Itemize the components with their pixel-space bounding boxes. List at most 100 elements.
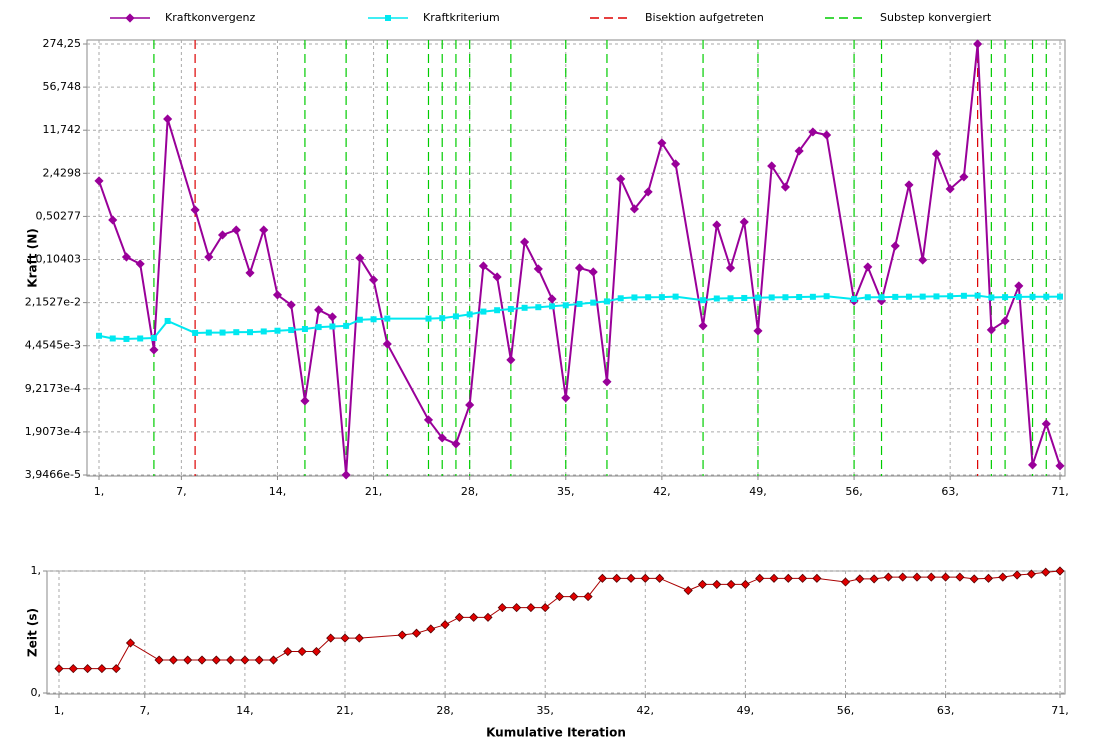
data-marker xyxy=(809,293,816,300)
y-tick-label: 9,2173e-4 xyxy=(25,382,81,395)
data-marker xyxy=(726,579,736,589)
data-marker xyxy=(798,573,808,583)
y-tick-label: 11,742 xyxy=(43,123,82,136)
data-marker xyxy=(945,184,955,194)
data-marker xyxy=(554,592,565,602)
data-marker xyxy=(283,646,293,657)
data-marker xyxy=(697,579,708,589)
data-marker xyxy=(315,324,322,331)
data-marker xyxy=(657,138,667,148)
y-axis-label: Zeit (s) xyxy=(26,608,40,657)
data-marker xyxy=(204,252,214,262)
data-marker xyxy=(183,655,193,665)
data-marker xyxy=(590,299,597,306)
data-marker xyxy=(452,313,459,320)
data-marker xyxy=(808,127,818,137)
data-marker xyxy=(959,172,969,182)
y-tick-label: 0,50277 xyxy=(36,209,82,222)
data-marker xyxy=(851,296,858,303)
data-marker xyxy=(521,304,528,311)
y-tick-label: 2,4298 xyxy=(43,166,82,179)
data-marker xyxy=(683,585,693,596)
data-marker xyxy=(123,335,130,342)
data-marker xyxy=(643,187,653,197)
data-marker xyxy=(247,329,254,336)
data-marker xyxy=(423,415,434,425)
x-tick-label: 42, xyxy=(637,704,655,717)
data-marker xyxy=(506,355,516,365)
data-marker xyxy=(154,655,164,665)
data-marker xyxy=(451,439,461,449)
data-marker xyxy=(311,646,321,657)
data-marker xyxy=(767,161,777,171)
data-marker xyxy=(478,261,488,271)
data-marker xyxy=(823,293,830,300)
data-marker xyxy=(597,573,607,583)
data-marker xyxy=(547,294,557,304)
data-marker xyxy=(631,294,638,301)
legend-label: Kraftkriterium xyxy=(423,11,500,24)
data-marker xyxy=(369,275,379,285)
data-marker xyxy=(480,308,487,315)
x-tick-label: 71, xyxy=(1051,485,1069,498)
data-marker xyxy=(288,327,295,334)
x-tick-label: 35, xyxy=(557,485,575,498)
x-tick-label: 35, xyxy=(536,704,554,717)
data-marker xyxy=(512,603,522,613)
x-tick-label: 1, xyxy=(54,704,65,717)
data-marker xyxy=(855,574,865,584)
data-marker xyxy=(260,328,267,335)
data-marker xyxy=(794,146,804,156)
data-marker xyxy=(108,215,118,225)
data-marker xyxy=(259,225,269,235)
data-marker xyxy=(286,300,296,310)
data-marker xyxy=(741,294,748,301)
data-marker xyxy=(712,579,722,589)
data-marker xyxy=(217,230,228,240)
data-marker xyxy=(268,655,279,665)
data-marker xyxy=(918,255,928,265)
data-marker xyxy=(164,317,171,324)
x-tick-label: 28, xyxy=(461,485,479,498)
data-marker xyxy=(411,628,422,638)
data-marker xyxy=(1043,293,1050,300)
data-marker xyxy=(941,572,951,582)
data-marker xyxy=(988,294,995,301)
y-axis-label: Kraft (N) xyxy=(26,228,40,287)
data-marker xyxy=(245,268,255,278)
y-tick-label: 56,748 xyxy=(43,80,82,93)
data-marker xyxy=(562,302,569,309)
data-marker xyxy=(700,297,707,304)
data-marker xyxy=(602,377,612,387)
x-tick-label: 7, xyxy=(140,704,151,717)
data-marker xyxy=(974,292,981,299)
data-marker xyxy=(588,267,598,277)
data-marker xyxy=(1041,419,1051,429)
data-marker xyxy=(370,316,377,323)
data-marker xyxy=(933,293,940,300)
data-marker xyxy=(898,572,908,582)
legend-label: Substep konvergiert xyxy=(880,11,992,24)
data-marker xyxy=(1002,294,1009,301)
data-marker xyxy=(465,400,475,410)
data-marker xyxy=(919,293,926,300)
data-marker xyxy=(211,655,221,665)
data-marker xyxy=(168,655,178,665)
data-marker xyxy=(240,655,250,665)
data-marker xyxy=(384,315,391,322)
data-marker xyxy=(629,204,639,214)
data-marker xyxy=(986,325,996,335)
data-marker xyxy=(326,633,336,643)
x-tick-label: 21, xyxy=(336,704,354,717)
data-marker xyxy=(469,612,479,622)
data-marker xyxy=(68,664,78,674)
data-marker xyxy=(796,294,803,301)
data-marker xyxy=(869,574,879,584)
data-marker xyxy=(603,298,610,305)
data-marker xyxy=(540,603,550,613)
data-marker xyxy=(782,294,789,301)
data-marker xyxy=(671,159,681,169)
y-tick-label: 0,10403 xyxy=(36,253,82,266)
